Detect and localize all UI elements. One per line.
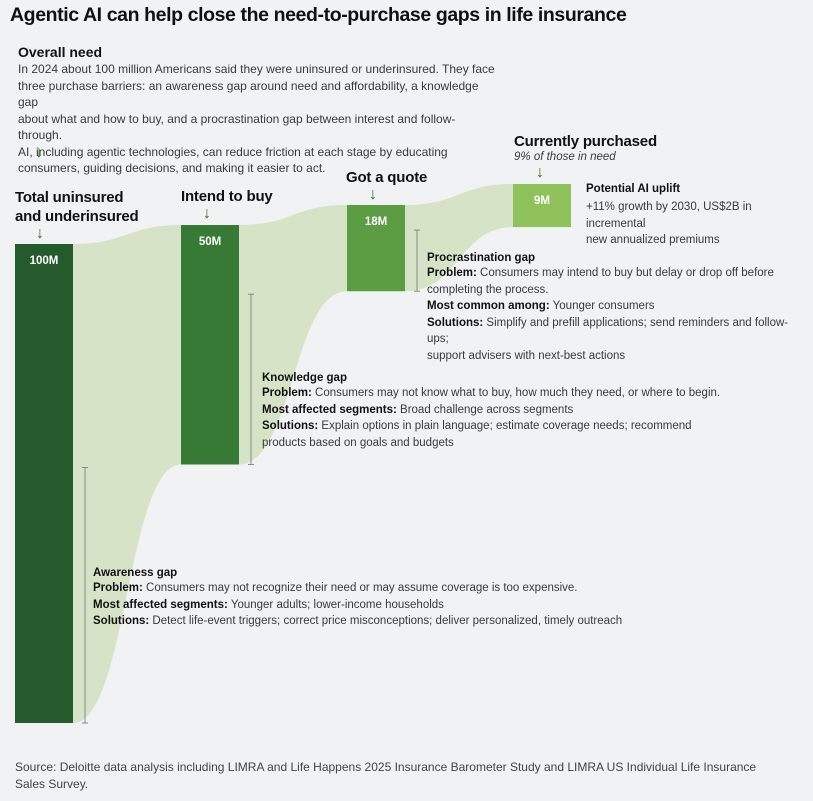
problem-text: Consumers may not recognize their need o… [142, 582, 578, 594]
knowledge-gap-note: Knowledge gap Problem: Consumers may not… [262, 372, 802, 451]
awareness-segments: Most affected segments: Younger adults; … [93, 597, 808, 614]
solutions-text-cont: support advisers with next-best actions [427, 349, 626, 362]
source-line: Source: Deloitte data analysis including… [15, 760, 757, 774]
procrastination-solutions: Solutions: Simplify and prefill applicat… [427, 315, 807, 348]
segments-text: Broad challenge across segments [396, 403, 574, 416]
ai-uplift-line: new annualized premiums [586, 234, 720, 246]
down-arrow-icon: ↓ [36, 225, 44, 242]
overall-need-line: three purchase barriers: an awareness ga… [18, 78, 479, 110]
down-arrow-icon: ↓ [536, 164, 544, 181]
funnel-flow [239, 205, 347, 465]
source-line: Sales Survey. [15, 776, 89, 791]
awareness-problem: Problem: Consumers may not recognize the… [93, 580, 808, 597]
problem-label: Problem: [427, 267, 477, 279]
knowledge-solutions: Solutions: Explain options in plain lang… [262, 418, 802, 435]
problem-label: Problem: [93, 582, 143, 594]
funnel-bar-value-label: 9M [534, 195, 550, 207]
funnel-bar-value-label: 100M [30, 255, 59, 267]
solutions-label: Solutions: [93, 615, 150, 627]
page-title: Agentic AI can help close the need-to-pu… [10, 4, 627, 26]
funnel-bar [15, 244, 73, 723]
solutions-text: Simplify and prefill applications; send … [427, 316, 789, 346]
source-note: Source: Deloitte data analysis including… [15, 759, 805, 792]
common-label: Most common among: [427, 300, 550, 312]
overall-need-line: In 2024 about 100 million Americans said… [18, 62, 495, 76]
segments-label: Most affected segments: [262, 403, 397, 416]
solutions-label: Solutions: [427, 316, 484, 329]
down-arrow-icon: ↓ [35, 144, 43, 161]
overall-need-text: In 2024 about 100 million Americans said… [18, 61, 498, 177]
funnel-bar-value-label: 50M [199, 236, 221, 248]
overall-need-heading: Overall need [18, 44, 103, 60]
awareness-gap-note: Awareness gap Problem: Consumers may not… [93, 567, 808, 630]
awareness-solutions: Solutions: Detect life-event triggers; c… [93, 613, 808, 630]
funnel-flow [405, 184, 513, 292]
segments-text: Younger adults; lower-income households [227, 598, 444, 611]
solutions-label: Solutions: [262, 420, 319, 432]
overall-need-line: AI, including agentic technologies, can … [18, 144, 448, 159]
down-arrow-icon: ↓ [369, 186, 377, 203]
common-text: Younger consumers [549, 300, 655, 312]
stage-purchased-subtitle: 9% of those in need [514, 151, 616, 163]
overall-need-line: about what and how to buy, and a procras… [18, 111, 456, 143]
procrastination-problem: Problem: Consumers may intend to buy but… [427, 265, 807, 282]
overall-need-line: consumers, guiding decisions, and making… [18, 161, 326, 175]
stage-total-line1: Total uninsured [15, 189, 124, 206]
stage-quote-label: Got a quote [346, 169, 428, 186]
knowledge-gap-title: Knowledge gap [262, 372, 347, 384]
problem-text: Consumers may intend to buy but delay or… [476, 267, 774, 279]
stage-total-label: Total uninsured and underinsured [15, 188, 139, 226]
awareness-gap-title: Awareness gap [93, 567, 178, 579]
down-arrow-icon: ↓ [203, 205, 211, 222]
procrastination-gap-note: Procrastination gap Problem: Consumers m… [427, 252, 807, 364]
procrastination-gap-title: Procrastination gap [427, 252, 535, 264]
problem-text: Consumers may not know what to buy, how … [311, 387, 721, 399]
funnel-flow [73, 225, 181, 723]
ai-uplift-line: +11% growth by 2030, US$2B in incrementa… [586, 201, 752, 230]
problem-label: Problem: [262, 387, 312, 399]
funnel-bar-value-label: 18M [365, 216, 387, 228]
funnel-bar [181, 225, 239, 465]
ai-uplift-heading: Potential AI uplift [586, 183, 681, 195]
problem-text-cont: completing the process. [427, 283, 549, 296]
stage-purchased-label: Currently purchased [514, 133, 657, 150]
solutions-text: Explain options in plain language; estim… [318, 420, 692, 432]
segments-label: Most affected segments: [93, 598, 228, 611]
procrastination-common: Most common among: Younger consumers [427, 298, 807, 315]
knowledge-problem: Problem: Consumers may not know what to … [262, 385, 802, 402]
solutions-text-cont: products based on goals and budgets [262, 436, 454, 449]
stage-intend-label: Intend to buy [181, 188, 273, 205]
funnel-bar [347, 205, 405, 292]
funnel-bar [513, 184, 571, 228]
ai-uplift-text: +11% growth by 2030, US$2B in incrementa… [586, 199, 813, 249]
knowledge-segments: Most affected segments: Broad challenge … [262, 402, 802, 419]
solutions-text: Detect life-event triggers; correct pric… [149, 615, 623, 627]
stage-total-line2: and underinsured [15, 208, 139, 225]
